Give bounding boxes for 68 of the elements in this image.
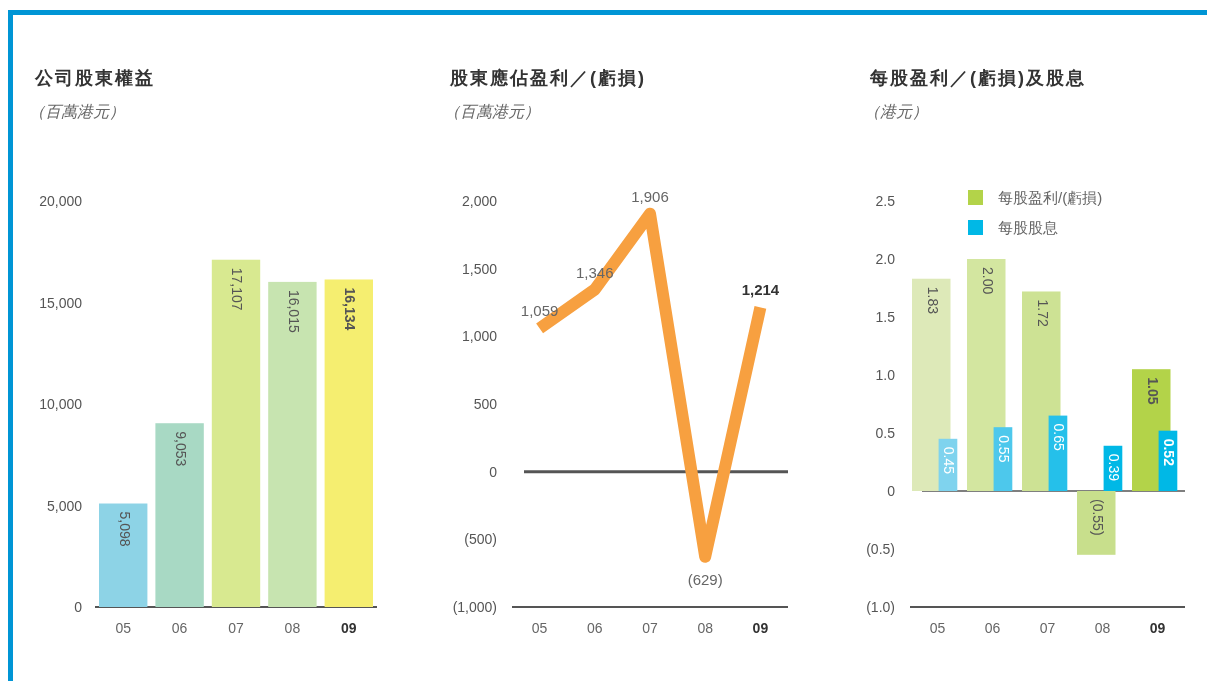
data-label: 0.45 [941,446,958,475]
y-tick-label: 1,000 [461,328,498,345]
chart-title: 公司股東權益 [34,68,155,88]
bar [155,423,204,607]
chart-title: 每股盈利／(虧損)及股息 [869,68,1086,88]
chart-title: 股東應佔盈利／(虧損) [449,68,646,88]
x-tick-label: 08 [697,620,714,636]
y-tick-label: 5,000 [46,497,83,514]
y-tick-label: 15,000 [39,294,83,311]
legend-label: 每股股息 [998,219,1058,236]
y-tick-label: 0 [887,483,896,499]
x-tick-label: 07 [1039,620,1056,636]
data-label: 1.83 [924,286,941,315]
y-tick-label: (0.5) [866,541,895,557]
x-tick-label: 05 [929,620,946,636]
bar [211,259,261,607]
y-tick-label: 1.5 [875,309,896,325]
y-tick-label: 2.0 [875,251,896,267]
data-label: 0.39 [1106,453,1123,482]
x-tick-label: 07 [228,620,244,636]
y-tick-label: 500 [473,396,498,412]
x-tick-label: 06 [171,620,188,636]
data-label: 16,134 [342,287,359,331]
data-label: 1.72 [1034,299,1051,327]
y-tick-label: 0 [74,599,83,615]
chart-subtitle: （百萬港元） [444,103,540,120]
bar [324,279,373,607]
bar [268,281,317,607]
chart-subtitle: （百萬港元） [29,103,125,120]
y-tick-label: 10,000 [39,396,83,412]
data-label: 1,214 [741,281,780,299]
y-tick-label: 2.5 [875,193,896,209]
x-tick-label: 07 [642,620,658,636]
data-label: 9,053 [172,431,189,467]
data-label: 0.65 [1051,423,1068,452]
y-tick-label: (500) [464,531,497,548]
data-label: (629) [687,570,723,588]
data-label: 0.52 [1161,438,1178,467]
x-tick-label: 05 [115,620,132,636]
data-label: 1.05 [1144,377,1161,405]
x-tick-label: 09 [341,620,357,636]
x-tick-label: 09 [1149,620,1166,636]
y-tick-label: 1,500 [461,260,498,277]
data-label: 0.55 [996,435,1013,463]
x-tick-label: 09 [752,620,769,636]
x-tick-label: 08 [284,620,301,636]
data-label: 16,015 [285,289,302,333]
y-tick-label: 0.5 [875,425,896,441]
data-label: (0.55) [1089,499,1106,536]
y-tick-label: (1.0) [866,599,895,615]
data-label: 5,098 [116,511,133,547]
x-tick-label: 06 [984,620,1001,636]
legend-label: 每股盈利/(虧損) [998,189,1103,206]
data-label: 2.00 [979,267,996,295]
chart-subtitle: （港元） [864,103,928,120]
data-label: 17,107 [229,267,246,311]
bar [1077,491,1116,555]
y-tick-label: 20,000 [39,193,83,209]
y-tick-label: 0 [489,463,498,480]
x-tick-label: 05 [531,620,548,636]
y-tick-label: 2,000 [461,193,498,209]
y-tick-label: (1,000) [452,599,497,615]
data-label: 1,059 [520,302,559,320]
x-tick-label: 06 [587,620,603,636]
x-tick-label: 08 [1094,620,1111,636]
data-label: 1,906 [631,187,669,205]
y-tick-label: 1.0 [875,367,896,383]
bar [99,503,148,607]
